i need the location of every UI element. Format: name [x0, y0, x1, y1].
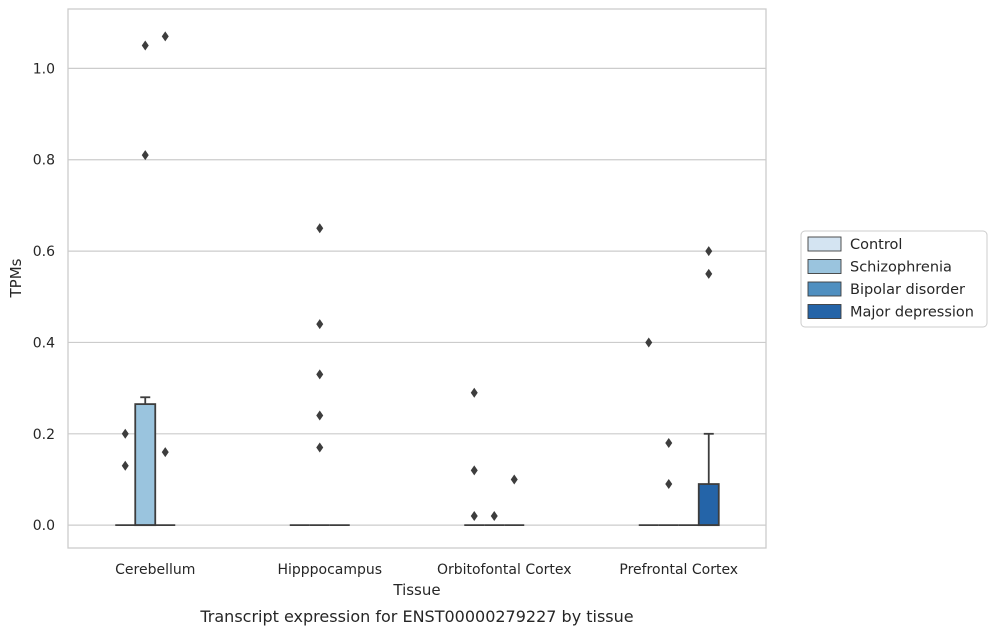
outlier-3-3-0 [705, 268, 713, 279]
legend-swatch-3 [807, 304, 842, 319]
outlier-2-2-0 [510, 474, 518, 485]
y-gridlines [68, 67, 766, 526]
outlier-1-3-0 [665, 479, 673, 490]
legend-swatch-2 [807, 281, 842, 297]
outlier-0-2-1 [470, 465, 478, 476]
outlier-0-2-0 [470, 511, 478, 522]
legend-label-1: Schizophrenia [850, 260, 952, 276]
chart-caption: Transcript expression for ENST0000027922… [199, 607, 633, 626]
outlier-1-1-2 [316, 369, 324, 380]
outlier-3-3-1 [705, 246, 713, 257]
box-3-3 [697, 432, 720, 527]
x-tick-label-1: Hipppocampus [277, 562, 382, 578]
y-tick-label-4: 0.8 [33, 153, 55, 169]
outlier-1-1-3 [316, 319, 324, 330]
outlier-0-3-0 [645, 337, 653, 348]
box-1-0 [134, 396, 157, 527]
x-axis-label: Tissue [392, 581, 440, 599]
outlier-0-0-0 [121, 460, 129, 471]
y-tick-label-0: 0.0 [33, 518, 55, 534]
box-body [134, 403, 157, 527]
outlier-2-0-1 [161, 31, 169, 42]
x-tick-label-3: Prefrontal Cortex [619, 562, 738, 578]
outlier-2-0-0 [161, 447, 169, 458]
outlier-1-0-0 [141, 150, 149, 161]
legend-frame [800, 230, 988, 328]
outlier-1-0-1 [141, 40, 149, 51]
legend-label-0: Control [850, 237, 902, 253]
outlier-1-1-4 [316, 223, 324, 234]
x-tick-label-0: Cerebellum [115, 562, 195, 578]
box-body [697, 483, 720, 527]
legend: Control Schizophrenia Bipolar disorder Majo… [800, 230, 988, 328]
legend-label-3: Major depression [850, 305, 974, 321]
outlier-1-3-1 [665, 437, 673, 448]
y-axis-ticks: 0.0 0.2 0.4 0.6 0.8 1.0 [33, 61, 55, 534]
y-tick-label-1: 0.2 [33, 427, 55, 443]
legend-swatch-1 [807, 259, 842, 274]
outlier-1-2-0 [490, 511, 498, 522]
outlier-1-1-0 [316, 442, 324, 453]
y-tick-label-5: 1.0 [33, 61, 55, 77]
x-axis-ticks: Cerebellum Hipppocampus Orbitofontal Corte… [115, 562, 738, 578]
y-axis-label: TPMs [7, 258, 25, 298]
plot-area [67, 8, 767, 549]
legend-label-2: Bipolar disorder [850, 282, 965, 298]
outlier-0-2-2 [470, 387, 478, 398]
box-elements [115, 396, 720, 527]
outlier-0-0-1 [121, 428, 129, 439]
x-tick-label-2: Orbitofontal Cortex [437, 562, 572, 578]
outlier-points [121, 31, 713, 522]
y-tick-label-3: 0.6 [33, 244, 55, 260]
legend-swatch-0 [807, 236, 842, 252]
y-tick-label-2: 0.4 [33, 335, 55, 351]
outlier-1-1-1 [316, 410, 324, 421]
